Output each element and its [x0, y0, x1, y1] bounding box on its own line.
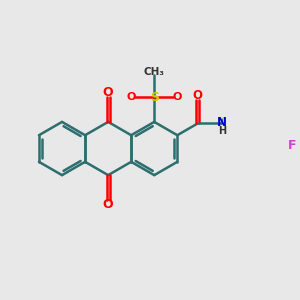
Text: F: F — [288, 139, 296, 152]
Text: CH₃: CH₃ — [144, 67, 165, 77]
Text: O: O — [173, 92, 182, 102]
Text: S: S — [150, 91, 159, 104]
Text: H: H — [218, 126, 226, 136]
Text: O: O — [103, 86, 113, 99]
Text: N: N — [217, 116, 226, 129]
Text: O: O — [103, 198, 113, 211]
Text: O: O — [126, 92, 136, 102]
Text: O: O — [193, 89, 202, 102]
